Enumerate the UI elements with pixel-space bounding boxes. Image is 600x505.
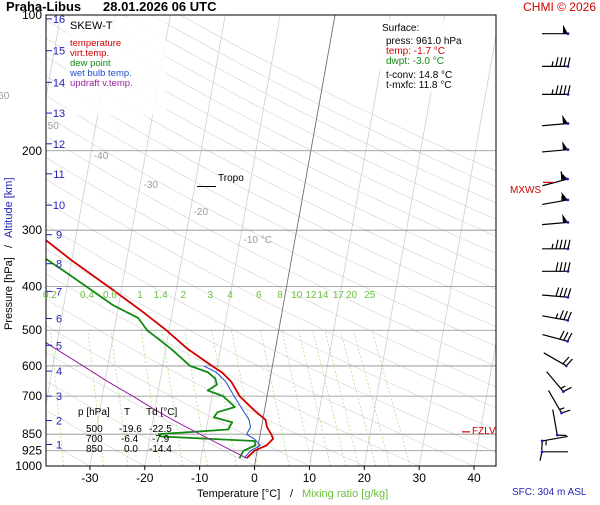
x-tick-label: -10 [191,471,209,485]
wind-barb-dot [567,32,570,35]
isotherm-label: -20 [194,207,209,218]
sfc-label: SFC: 304 m ASL [512,487,587,498]
isotherm-label: -60 [0,91,10,102]
x-axis-secondary-title: Mixing ratio [g/kg] [302,488,388,500]
y-axis-title: Pressure [hPa] [3,257,15,330]
mixing-ratio-label: 2 [181,290,187,301]
wind-barb-dot [541,450,544,453]
pressure-tick-label: 100 [22,8,42,22]
altitude-tick-label: 7 [56,286,62,298]
mixing-ratio-label: 6 [256,290,262,301]
legend-title: SKEW-T [70,20,113,32]
mixing-ratio-label: 25 [364,290,376,301]
mixing-ratio-label: 8 [277,290,283,301]
isotherm-label: -40 [94,151,109,162]
mixing-ratio-label: 12 [305,290,317,301]
surface-dwpt: dwpt: -3.0 °C [386,56,444,67]
pressure-tick-label: 925 [22,444,42,458]
mixing-ratio-label: 17 [333,290,345,301]
table-row-t: 0.0 [124,444,138,455]
table-header-td: Td [°C] [146,407,177,418]
legend: SKEW-T temperature virt.temp. dew point … [66,17,166,115]
mixing-ratio-label: 3 [208,290,214,301]
fzlv-label: FZLV [472,426,496,437]
mixing-ratio-label: 0.4 [80,290,94,301]
altitude-tick-label: 1 [56,440,62,452]
pressure-tick-label: 850 [22,427,42,441]
mixing-ratio-label: 4 [227,290,233,301]
wind-barb-dot [567,93,570,96]
mixing-ratio-label: 10 [291,290,303,301]
pressure-tick-label: 700 [22,389,42,403]
pressure-tick-label: 200 [22,144,42,158]
x-tick-label: 40 [467,471,481,485]
pressure-tick-label: 1000 [15,459,42,473]
mixing-ratio-label: 1 [137,290,143,301]
x-tick-label: -30 [81,471,99,485]
x-tick-label: 30 [413,471,427,485]
datetime-title: 28.01.2026 06 UTC [103,0,217,14]
wind-barb-dot [567,65,570,68]
x-tick-label: 20 [358,471,372,485]
x-tick-label: 10 [303,471,317,485]
altitude-tick-label: 13 [53,108,65,120]
isotherm-label: -30 [144,180,159,191]
altitude-tick-label: 6 [56,314,62,326]
pressure-tick-label: 500 [22,323,42,337]
mixing-ratio-label: 20 [346,290,358,301]
surface-tmxfc: t-mxfc: 11.8 °C [386,80,452,91]
wind-barb-dot [567,247,570,250]
altitude-tick-label: 16 [53,14,65,26]
tropopause-label: Tropo [218,173,244,184]
table-row-p: 850 [86,444,103,455]
altitude-tick-label: 12 [53,139,65,151]
copyright: CHMI © 2026 [523,0,596,14]
altitude-tick-label: 10 [53,200,65,212]
altitude-tick-label: 11 [53,169,64,181]
x-axis-title: Temperature [°C] [197,488,280,500]
altitude-tick-label: 8 [56,259,62,271]
mixing-ratio-label: 1.4 [154,290,168,301]
altitude-tick-label: 9 [56,230,62,242]
isotherm-label: -10 °C [244,235,272,246]
altitude-tick-label: 2 [56,416,62,428]
isotherm-label: -50 [44,121,59,132]
legend-updraft: updraft v.temp. [70,78,133,89]
table-row-td: -14.4 [149,444,172,455]
summary-table: p [hPa] T Td [°C] 500 -19.6 -22.5 700 -6… [78,407,177,455]
mixing-ratio-label: 0.6 [103,290,117,301]
x-tick-label: 0 [251,471,258,485]
pressure-tick-label: 300 [22,223,42,237]
surface-panel: Surface: press: 961.0 hPa temp: -1.7 °C … [380,20,472,92]
wind-barb-dot [567,270,570,273]
pressure-tick-label: 400 [22,280,42,294]
station-title: Praha-Libus [6,0,81,14]
altitude-tick-label: 4 [56,366,62,378]
table-header-t: T [124,407,130,418]
surface-title: Surface: [382,23,419,34]
mixing-ratio-label: 14 [317,290,329,301]
mxws-label: MXWS [510,185,541,196]
pressure-tick-label: 600 [22,359,42,373]
altitude-tick-label: 3 [56,391,62,403]
y-axis-secondary-title: Altitude [km] [3,177,15,238]
altitude-tick-label: 15 [53,46,65,58]
altitude-tick-label: 5 [56,340,62,352]
altitude-tick-label: 14 [53,77,65,89]
table-header-p: p [hPa] [78,407,110,418]
x-tick-label: -20 [136,471,154,485]
